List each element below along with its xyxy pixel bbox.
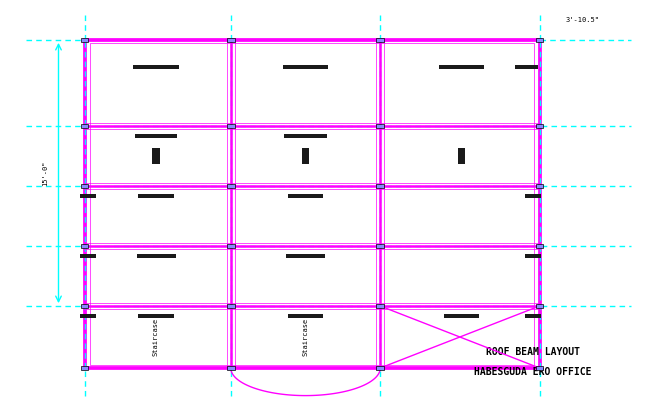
Bar bbox=[376, 366, 384, 370]
Text: Staircase: Staircase bbox=[302, 318, 309, 356]
Bar bbox=[81, 184, 88, 188]
Text: ROOF BEAM LAYOUT: ROOF BEAM LAYOUT bbox=[486, 347, 580, 357]
Bar bbox=[443, 314, 480, 318]
Bar bbox=[81, 124, 88, 128]
Bar bbox=[81, 38, 88, 42]
Bar bbox=[536, 124, 543, 128]
Bar bbox=[536, 244, 543, 248]
Bar bbox=[302, 148, 309, 164]
Bar bbox=[536, 184, 543, 188]
Bar bbox=[90, 43, 534, 365]
Bar bbox=[84, 40, 540, 368]
Text: Staircase: Staircase bbox=[153, 318, 159, 356]
Bar bbox=[80, 254, 96, 258]
Bar bbox=[227, 124, 235, 128]
Bar bbox=[376, 244, 384, 248]
Bar bbox=[227, 244, 235, 248]
Bar bbox=[525, 254, 541, 258]
Bar bbox=[227, 184, 235, 188]
Bar bbox=[287, 314, 323, 318]
Bar bbox=[287, 194, 323, 198]
Bar bbox=[227, 366, 235, 370]
Bar bbox=[81, 244, 88, 248]
Bar bbox=[80, 194, 96, 198]
Bar bbox=[376, 38, 384, 42]
Bar bbox=[227, 38, 235, 42]
Bar bbox=[536, 38, 543, 42]
Bar bbox=[376, 184, 384, 188]
Bar bbox=[286, 254, 325, 258]
Bar bbox=[536, 304, 543, 308]
Bar bbox=[133, 64, 179, 69]
Bar bbox=[138, 194, 174, 198]
Text: HABESGUDA ERO OFFICE: HABESGUDA ERO OFFICE bbox=[474, 367, 592, 377]
Bar bbox=[376, 124, 384, 128]
Bar bbox=[227, 304, 235, 308]
Bar bbox=[80, 314, 96, 318]
Text: 3'-10.5": 3'-10.5" bbox=[566, 17, 599, 23]
Bar bbox=[81, 366, 88, 370]
Bar bbox=[515, 64, 538, 69]
Bar bbox=[152, 148, 160, 164]
Bar bbox=[376, 304, 384, 308]
Bar bbox=[135, 134, 177, 138]
Bar bbox=[458, 148, 465, 164]
Text: 15'-0": 15'-0" bbox=[42, 160, 49, 186]
Bar bbox=[283, 64, 328, 69]
Bar bbox=[81, 304, 88, 308]
Bar bbox=[439, 64, 484, 69]
Bar bbox=[138, 314, 174, 318]
Bar bbox=[136, 254, 176, 258]
Bar bbox=[525, 314, 541, 318]
Bar bbox=[285, 134, 326, 138]
Bar bbox=[536, 366, 543, 370]
Bar bbox=[525, 194, 541, 198]
